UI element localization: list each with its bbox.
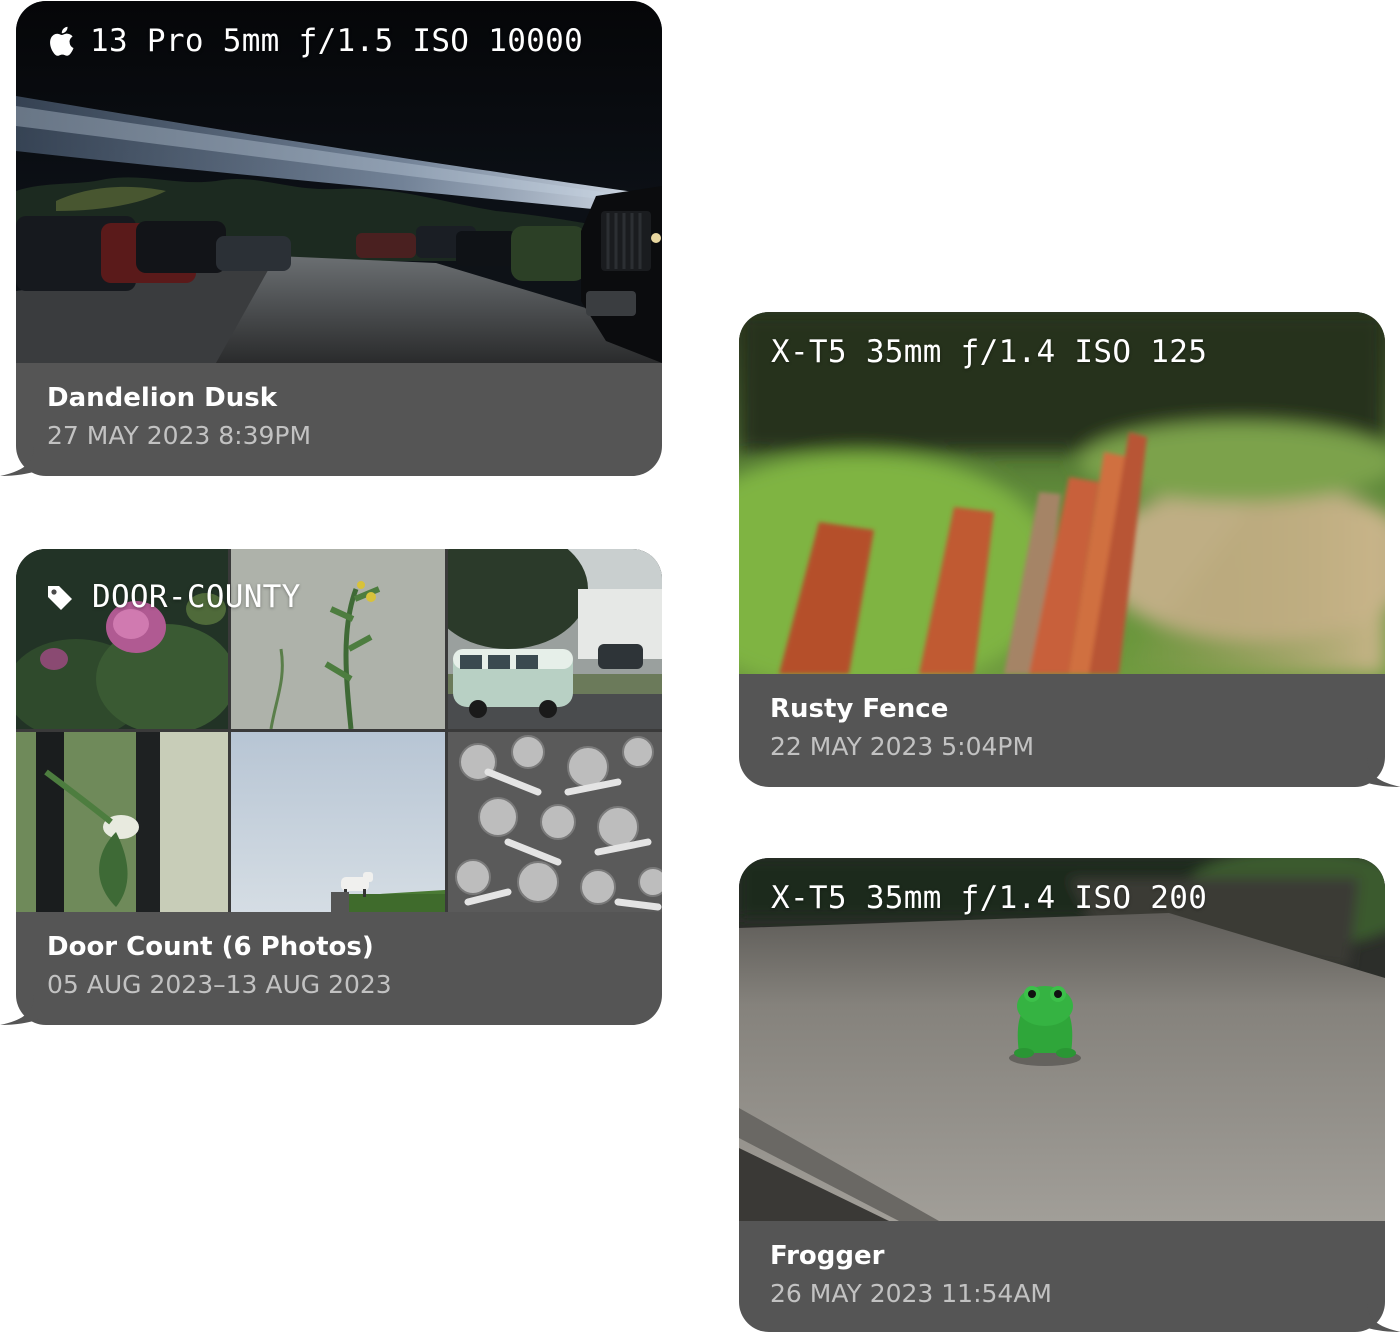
bubble-tail-left xyxy=(0,995,40,1025)
album-photo-goat[interactable] xyxy=(231,732,445,912)
message-bubble-rusty-fence[interactable]: X-T5 35mm ƒ/1.4 ISO 125 Rusty Fence 22 M… xyxy=(739,312,1400,787)
caption: Dandelion Dusk 27 MAY 2023 8:39PM xyxy=(16,363,662,476)
exif-text: 13 Pro 5mm ƒ/1.5 ISO 10000 xyxy=(90,23,584,59)
photo-title: Dandelion Dusk xyxy=(47,383,277,413)
rusty-fence-image xyxy=(739,312,1385,674)
album-photo-weed[interactable] xyxy=(231,549,445,729)
photo-title: Rusty Fence xyxy=(770,694,949,724)
tag-icon xyxy=(46,584,74,610)
photo-night-parking-lot[interactable]: 13 Pro 5mm ƒ/1.5 ISO 10000 xyxy=(16,1,662,363)
frog-figurine-image xyxy=(739,858,1385,1221)
exif-readout: X-T5 35mm ƒ/1.4 ISO 200 xyxy=(771,880,1207,916)
photo-frog-figurine[interactable]: X-T5 35mm ƒ/1.4 ISO 200 xyxy=(739,858,1385,1221)
album-photo-plastic-pieces[interactable] xyxy=(448,732,662,912)
album-photo-roses[interactable] xyxy=(16,549,228,729)
bubble-tail-left xyxy=(0,446,40,476)
album-photo-vw-bus[interactable] xyxy=(448,549,662,729)
tag-text: DOOR-COUNTY xyxy=(92,579,301,615)
album-photo-flower-fence[interactable] xyxy=(16,732,228,912)
night-scene-image xyxy=(16,1,662,363)
album-photo-grid xyxy=(16,549,662,912)
album-date-range: 05 AUG 2023–13 AUG 2023 xyxy=(47,970,392,999)
exif-readout: 13 Pro 5mm ƒ/1.5 ISO 10000 xyxy=(48,23,583,59)
album-title: Door Count (6 Photos) xyxy=(47,932,374,962)
photo-rusty-fence[interactable]: X-T5 35mm ƒ/1.4 ISO 125 xyxy=(739,312,1385,674)
caption: Frogger 26 MAY 2023 11:54AM xyxy=(739,1221,1385,1332)
bubble-tail-right xyxy=(1361,1302,1400,1332)
photo-date: 22 MAY 2023 5:04PM xyxy=(770,732,1035,761)
exif-text: X-T5 35mm ƒ/1.4 ISO 200 xyxy=(771,880,1208,916)
tag-label[interactable]: DOOR-COUNTY xyxy=(46,579,301,615)
bubble-tail-right xyxy=(1361,757,1400,787)
message-bubble-door-count[interactable]: DOOR-COUNTY Door Count (6 Photos) 05 AUG… xyxy=(0,549,662,1025)
message-bubble-frogger[interactable]: X-T5 35mm ƒ/1.4 ISO 200 Frogger 26 MAY 2… xyxy=(739,858,1400,1332)
exif-readout: X-T5 35mm ƒ/1.4 ISO 125 xyxy=(771,334,1207,370)
apple-logo-icon xyxy=(48,26,76,56)
caption: Door Count (6 Photos) 05 AUG 2023–13 AUG… xyxy=(16,912,662,1025)
caption: Rusty Fence 22 MAY 2023 5:04PM xyxy=(739,674,1385,787)
photo-date: 26 MAY 2023 11:54AM xyxy=(770,1279,1052,1308)
photo-title: Frogger xyxy=(770,1241,885,1271)
message-bubble-dandelion-dusk[interactable]: 13 Pro 5mm ƒ/1.5 ISO 10000 Dandelion Dus… xyxy=(0,1,662,476)
photo-date: 27 MAY 2023 8:39PM xyxy=(47,421,312,450)
exif-text: X-T5 35mm ƒ/1.4 ISO 125 xyxy=(771,334,1208,370)
